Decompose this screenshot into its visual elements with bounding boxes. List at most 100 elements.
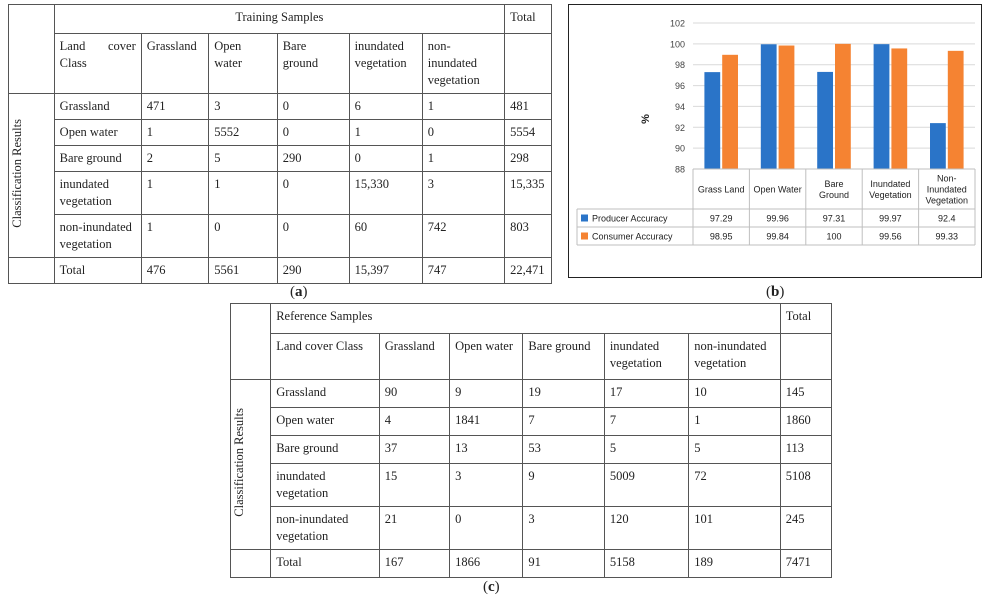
row-label: Bare ground	[270, 435, 380, 464]
cell: 3	[449, 463, 524, 507]
data-value-label: 97.29	[710, 213, 733, 223]
y-tick-label: 94	[675, 102, 685, 112]
cell-total: 145	[779, 379, 833, 408]
row-label: non-inundated vegetation	[53, 214, 142, 258]
cell: 1	[208, 171, 278, 215]
accuracy-chart-svg: 88 90 92 94 96 98 100 102% Grass Land Open Water B…	[576, 19, 976, 246]
row-label: Open water	[270, 407, 380, 436]
y-tick-label: 88	[675, 165, 685, 175]
bar-producer	[817, 71, 833, 169]
cell: 37	[378, 435, 451, 464]
cell: 0	[421, 119, 506, 146]
bar-consumer	[778, 45, 795, 170]
land-cover-class-label: Land cover Class	[270, 333, 380, 380]
training-confusion-matrix: Training Samples Total Land cover Class G…	[8, 4, 552, 284]
column-header: Grassland	[378, 333, 451, 380]
y-axis-label: %	[640, 114, 652, 124]
row-label: Bare ground	[53, 145, 142, 172]
table-row: Bare ground 37 13 53 5 5 113	[231, 435, 833, 464]
row-group-label: Classification Results	[229, 379, 272, 550]
data-value-label: 98.95	[710, 231, 733, 241]
cell-total: 5108	[779, 463, 833, 507]
bar-consumer	[947, 50, 964, 169]
header-training-samples: Training Samples	[53, 4, 506, 34]
cell: 9	[449, 379, 524, 408]
category-label: Open Water	[754, 185, 802, 195]
column-header-total-blank	[504, 33, 552, 94]
y-tick-label: 102	[670, 19, 685, 29]
y-tick-label: 90	[675, 144, 685, 154]
legend-swatch	[581, 232, 588, 240]
data-value-label: 99.96	[766, 213, 789, 223]
bar-producer	[704, 72, 721, 169]
cell: 3	[208, 93, 278, 120]
cell: 4	[378, 407, 451, 436]
column-header: Grassland	[140, 33, 210, 94]
cell-total: 15,335	[504, 171, 552, 215]
table-row: Classification Results Grassland 90 9 19…	[229, 379, 833, 550]
cell: 91	[522, 549, 605, 578]
cell: 17	[603, 379, 690, 408]
category-label: Non-	[937, 174, 957, 184]
row-label: inundated vegetation	[270, 463, 380, 507]
cell: 5	[208, 145, 278, 172]
cell: 19	[522, 379, 605, 408]
header-reference-samples: Reference Samples	[270, 303, 781, 334]
cell: 0	[276, 93, 350, 120]
legend-label: Producer Accuracy	[592, 213, 668, 223]
cell: 2	[140, 145, 210, 172]
cell: 1841	[449, 407, 524, 436]
cell: 15	[378, 463, 451, 507]
cell: 13	[449, 435, 524, 464]
cell: 72	[688, 463, 781, 507]
table-row: inundated vegetation 15 3 9 5009 72 5108	[231, 463, 833, 507]
cell: 7	[522, 407, 605, 436]
table-row: Bare ground 2 5 290 0 1 298	[9, 145, 552, 172]
header-total: Total	[779, 303, 833, 334]
cell: 10	[688, 379, 781, 408]
cell: 0	[276, 119, 350, 146]
land-cover-class-label: Land cover Class	[53, 33, 142, 94]
table-row: Classification Results Grassland 471 3 0…	[8, 93, 552, 258]
data-value-label: 100	[826, 231, 841, 241]
data-value-label: 99.33	[936, 231, 959, 241]
cell: 0	[276, 171, 350, 215]
table-row: Open water 4 1841 7 7 1 1860	[231, 407, 833, 436]
row-group-label: Classification Results	[8, 93, 55, 258]
cell-total: 803	[504, 214, 552, 258]
cell-total: 298	[504, 145, 552, 172]
cell: 5552	[208, 119, 278, 146]
bar-consumer	[891, 48, 908, 170]
cell-total: 481	[504, 93, 552, 120]
cell: 21	[378, 506, 451, 550]
column-header: Bare ground	[276, 33, 350, 94]
cell: 6	[348, 93, 423, 120]
row-label: Open water	[53, 119, 142, 146]
cell: 476	[140, 257, 210, 284]
cell: 1	[348, 119, 423, 146]
cell: 742	[421, 214, 506, 258]
cell: 0	[208, 214, 278, 258]
cell: 53	[522, 435, 605, 464]
data-value-label: 92.4	[938, 213, 956, 223]
cell: 0	[348, 145, 423, 172]
cell: 0	[449, 506, 524, 550]
cell-total: 22,471	[504, 257, 552, 284]
bar-producer	[930, 123, 946, 169]
cell-total: 113	[779, 435, 833, 464]
row-label: Total	[270, 549, 380, 578]
blank-cell	[8, 257, 55, 284]
caption-b: (b)	[766, 284, 785, 300]
bar-producer	[873, 44, 890, 169]
column-header: inundated vegetation	[348, 33, 423, 94]
cell: 9	[522, 463, 605, 507]
category-label: Grass Land	[698, 185, 745, 195]
bar-producer	[760, 44, 777, 169]
category-label: Ground	[819, 190, 849, 200]
cell: 3	[522, 506, 605, 550]
data-value-label: 99.56	[879, 231, 902, 241]
y-tick-label: 98	[675, 60, 685, 70]
cell: 1	[140, 119, 210, 146]
column-header: non-inundated vegetation	[688, 333, 781, 380]
cell: 1	[688, 407, 781, 436]
